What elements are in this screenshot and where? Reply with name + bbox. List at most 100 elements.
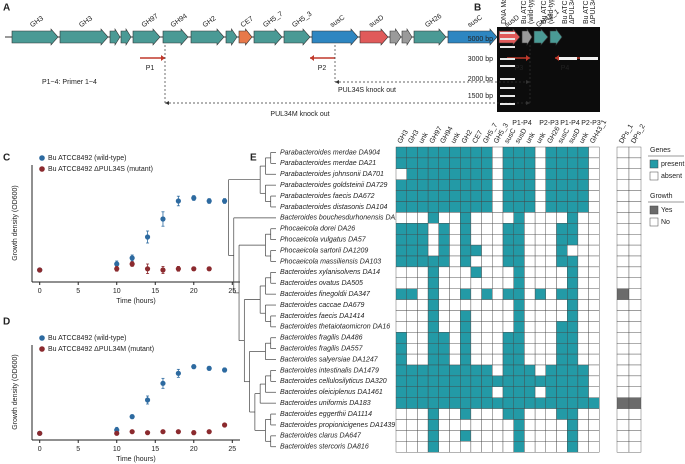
gene-cell (556, 386, 568, 398)
row-label: Parabacteroides merdae DA21 (280, 160, 376, 167)
row-label: Bacteroides faecis DA1414 (280, 313, 365, 320)
gene-cell (588, 343, 600, 355)
panel-label: D (3, 317, 10, 328)
gene-cell (460, 157, 472, 169)
gene-cell (427, 343, 440, 355)
gene-arrow (283, 28, 311, 46)
gene-cell (556, 310, 568, 322)
gene-cell (449, 310, 461, 322)
gene-cell (588, 146, 600, 159)
gene-cell (449, 397, 461, 409)
gene-cell (567, 343, 579, 355)
gene-cell (577, 364, 589, 377)
gene-cell (417, 190, 429, 202)
gene-cell (524, 430, 536, 442)
gene-cell (545, 179, 557, 191)
gene-cell (556, 233, 568, 246)
gene-cell (395, 375, 407, 387)
gene-cell (449, 146, 461, 159)
gene-cell (524, 255, 536, 268)
gene-cell (470, 430, 482, 442)
gene-cell (395, 288, 407, 300)
gene-cell (502, 343, 514, 355)
gene-cell (449, 190, 461, 202)
growth-cell (628, 146, 642, 159)
gene-cell (395, 233, 407, 246)
column-label: unk (525, 131, 537, 145)
gene-cell (492, 310, 504, 322)
growth-cell (628, 321, 642, 333)
data-point (175, 370, 181, 376)
gene-cell (588, 375, 600, 387)
gene-cell (460, 277, 472, 289)
gene-cell (438, 190, 450, 202)
gene-cell (406, 364, 418, 377)
gene-cell (481, 310, 493, 322)
row-label: Bacteroides fragilis DA486 (280, 335, 363, 342)
gene-cell (524, 190, 536, 202)
growth-cell (628, 179, 642, 191)
gene-cell (588, 419, 600, 431)
gene-cell (588, 441, 600, 453)
legend-label: No (661, 219, 670, 226)
gene-cell (556, 212, 568, 224)
data-point (160, 380, 166, 386)
gene-cell (460, 223, 472, 235)
gene-cell (534, 332, 546, 344)
gene-cell (427, 168, 440, 180)
gene-cell (438, 277, 450, 289)
gene-cell (534, 190, 546, 202)
gene-cell (395, 157, 407, 169)
gene-cell (556, 179, 568, 191)
gene-cell (427, 386, 440, 398)
gene-cell (395, 397, 407, 409)
gene-cell (556, 332, 568, 344)
gene-cell (567, 244, 579, 257)
gene-cell (577, 343, 589, 355)
gene-cell (545, 353, 557, 366)
gene-cell (492, 299, 504, 311)
gene-cell (481, 375, 493, 387)
gene-cell (567, 255, 579, 268)
gene-cell (481, 266, 493, 278)
data-point (37, 430, 43, 436)
gene-cell (513, 255, 525, 268)
gene-label: GH26 (424, 13, 443, 29)
marker-label: 1500 bp (468, 93, 493, 100)
growth-cell (616, 310, 630, 322)
gene-cell (460, 386, 472, 398)
gene-cell (492, 168, 504, 180)
gene-cell (577, 255, 589, 268)
gene-cell (460, 179, 472, 191)
gene-arrow (253, 28, 283, 46)
gene-cell (395, 353, 407, 366)
legend-marker (39, 346, 45, 352)
gene-cell (438, 430, 450, 442)
gene-cell (460, 255, 472, 268)
gene-cell (534, 244, 546, 257)
gene-cell (406, 408, 418, 420)
gene-cell (492, 364, 504, 377)
gene-cell (567, 266, 579, 278)
gene-label: GH97 (141, 13, 160, 29)
growth-cell (616, 233, 630, 246)
gene-cell (395, 179, 407, 191)
gene-cell (534, 277, 546, 289)
x-tick-label: 0 (38, 288, 42, 295)
ladder-band (500, 38, 515, 40)
gene-cell (588, 244, 600, 257)
gene-cell (524, 321, 536, 333)
gene-cell (438, 233, 450, 246)
gene-cell (427, 441, 440, 453)
gene-cell (534, 321, 546, 333)
gene-cell (492, 266, 504, 278)
gene-cell (417, 244, 429, 257)
gene-cell (502, 441, 514, 453)
gene-cell (556, 244, 568, 257)
gene-cell (577, 288, 589, 300)
row-label: Parabacteroides merdae DA904 (280, 149, 380, 156)
gene-cell (492, 419, 504, 431)
row-label: Bacteroides ovatus DA505 (280, 280, 363, 287)
gene-cell (460, 310, 472, 322)
